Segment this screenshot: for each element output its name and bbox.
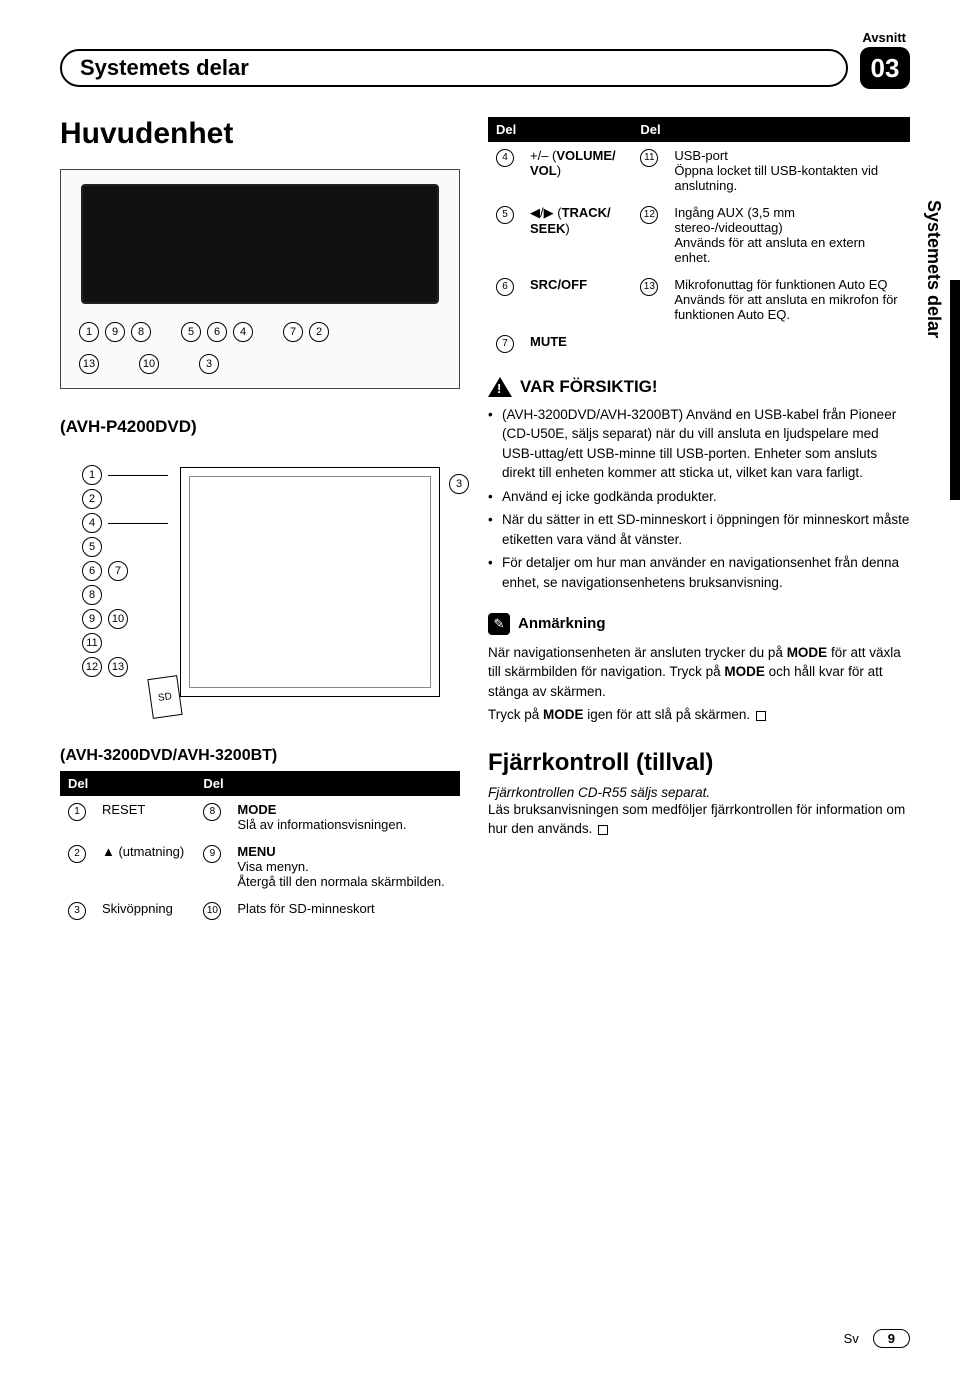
table-row: 4+/– (VOLUME/ VOL)11USB-portÖppna locket… xyxy=(488,142,910,199)
callout-row-1: 1 9 8 5 6 4 7 2 xyxy=(79,322,441,342)
panel-model-label: (AVH-P4200DVD) xyxy=(60,417,460,437)
callout: 3 xyxy=(449,474,469,494)
page-footer: Sv 9 xyxy=(844,1329,910,1348)
callout: 9 xyxy=(105,322,125,342)
callout: 10 xyxy=(139,354,159,374)
callout: 11 xyxy=(82,633,102,653)
list-item: För detaljer om hur man använder en navi… xyxy=(488,553,910,592)
section-title: Systemets delar xyxy=(60,49,848,87)
panel-figure: (AVH-P4200DVD) 1 2 4 5 67 8 910 11 1213 … xyxy=(60,417,460,737)
parts-table-left: Del Del 1RESET8MODESlå av informationsvi… xyxy=(60,771,460,926)
callout: 7 xyxy=(108,561,128,581)
parts-table-right: Del Del 4+/– (VOLUME/ VOL)11USB-portÖppn… xyxy=(488,117,910,359)
table-row: 2▲ (utmatning)9MENUVisa menyn.Återgå til… xyxy=(60,838,460,895)
page-number: 9 xyxy=(873,1329,910,1348)
callout: 10 xyxy=(108,609,128,629)
note-body-2: Tryck på MODE igen för att slå på skärme… xyxy=(488,705,910,725)
callout: 7 xyxy=(283,322,303,342)
callout: 1 xyxy=(79,322,99,342)
callout: 4 xyxy=(233,322,253,342)
callout: 13 xyxy=(79,354,99,374)
callout: 5 xyxy=(181,322,201,342)
callout: 3 xyxy=(199,354,219,374)
callout: 6 xyxy=(82,561,102,581)
caution-list: (AVH-3200DVD/AVH-3200BT) Använd en USB-k… xyxy=(488,405,910,593)
note-body: När navigationsenheten är ansluten tryck… xyxy=(488,643,910,702)
list-item: När du sätter in ett SD-minneskort i öpp… xyxy=(488,510,910,549)
warning-icon xyxy=(488,377,512,397)
callout: 8 xyxy=(131,322,151,342)
table-row: 3Skivöppning10Plats för SD-minneskort xyxy=(60,895,460,926)
section-label: Avsnitt xyxy=(60,30,906,45)
note-title: Anmärkning xyxy=(518,615,606,632)
callout: 13 xyxy=(108,657,128,677)
note-heading: ✎ Anmärkning xyxy=(488,613,910,635)
remote-body: Läs bruksanvisningen som medföljer fjärr… xyxy=(488,800,910,839)
caution-heading: VAR FÖRSIKTIG! xyxy=(488,377,910,397)
note-icon: ✎ xyxy=(488,613,510,635)
header: Avsnitt Systemets delar 03 xyxy=(60,30,910,89)
callout: 12 xyxy=(82,657,102,677)
table-row: 6SRC/OFF13Mikrofonuttag för funktionen A… xyxy=(488,271,910,328)
head-unit-figure: 1 9 8 5 6 4 7 2 13 10 3 xyxy=(60,169,460,389)
main-heading: Huvudenhet xyxy=(60,117,460,151)
side-tab-label: Systemets delar xyxy=(923,200,944,338)
list-item: Använd ej icke godkända produkter. xyxy=(488,487,910,507)
remote-subtitle: Fjärrkontrollen CD-R55 säljs separat. xyxy=(488,785,910,800)
callout: 1 xyxy=(82,465,102,485)
table-row: 1RESET8MODESlå av informationsvisningen. xyxy=(60,796,460,838)
callout: 8 xyxy=(82,585,102,605)
callout: 2 xyxy=(82,489,102,509)
lang-code: Sv xyxy=(844,1331,859,1346)
col-header: Del xyxy=(60,771,195,796)
callout: 2 xyxy=(309,322,329,342)
callout: 6 xyxy=(207,322,227,342)
model-line: (AVH-3200DVD/AVH-3200BT) xyxy=(60,747,460,765)
list-item: (AVH-3200DVD/AVH-3200BT) Använd en USB-k… xyxy=(488,405,910,483)
col-header: Del xyxy=(488,117,632,142)
callout: 5 xyxy=(82,537,102,557)
callout-row-2: 13 10 3 xyxy=(79,354,219,374)
col-header: Del xyxy=(632,117,910,142)
sd-card-icon: SD xyxy=(147,675,182,719)
table-row: 7MUTE xyxy=(488,328,910,359)
table-row: 5◀/▶ (TRACK/ SEEK)12Ingång AUX (3,5 mm s… xyxy=(488,199,910,271)
callout: 4 xyxy=(82,513,102,533)
callout: 9 xyxy=(82,609,102,629)
edge-tab xyxy=(950,280,960,500)
col-header: Del xyxy=(195,771,460,796)
caution-title: VAR FÖRSIKTIG! xyxy=(520,377,658,397)
chapter-badge: 03 xyxy=(860,47,910,89)
remote-heading: Fjärrkontroll (tillval) xyxy=(488,749,910,777)
